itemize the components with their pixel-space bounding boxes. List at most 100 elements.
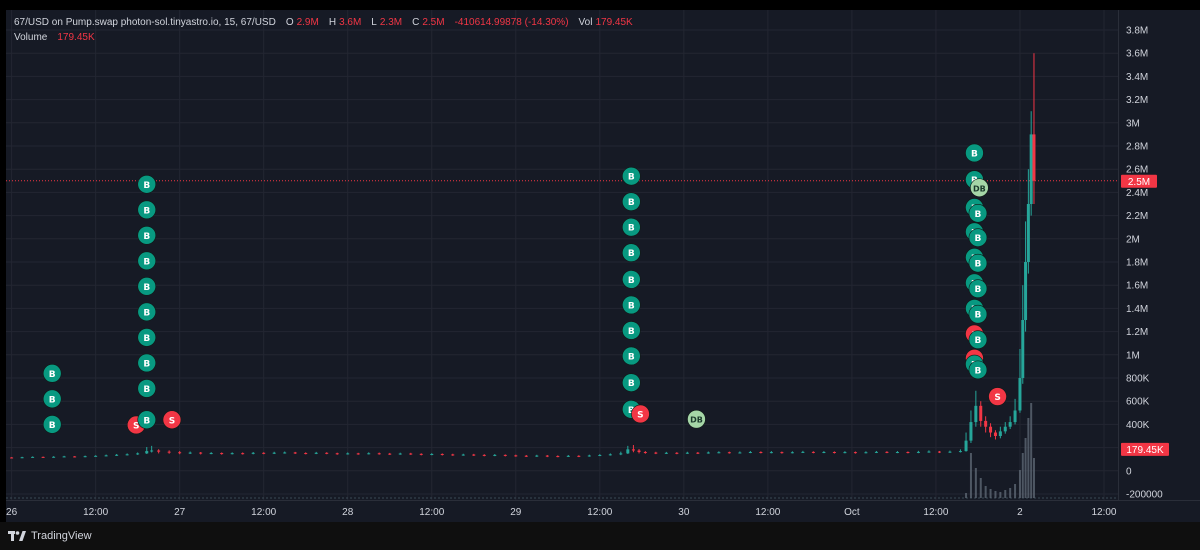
buy-marker[interactable]	[968, 253, 988, 273]
candle-body	[1032, 134, 1036, 181]
time-axis-label: Oct	[844, 507, 860, 518]
time-axis-label: 12:00	[923, 507, 948, 518]
volume-bar	[984, 486, 987, 498]
candle-body	[664, 452, 668, 454]
time-axis-label: 27	[174, 507, 186, 518]
price-axis-label: 3.4M	[1126, 72, 1148, 83]
buy-marker[interactable]	[968, 203, 988, 223]
candle-body	[62, 456, 66, 458]
price-axis-label: 0	[1126, 466, 1132, 477]
candle-body	[136, 453, 140, 455]
sell-marker[interactable]	[162, 410, 182, 430]
price-axis-label: 2.2M	[1126, 211, 1148, 222]
buy-marker[interactable]	[137, 251, 157, 271]
buy-marker[interactable]	[137, 277, 157, 296]
price-axis-label: 2.4M	[1126, 188, 1148, 199]
db-marker[interactable]	[970, 178, 989, 198]
buy-marker[interactable]	[137, 174, 157, 194]
buy-marker[interactable]	[622, 192, 641, 211]
candle-body	[493, 454, 497, 456]
candle-body	[472, 454, 476, 456]
time-axis-label: 12:00	[755, 507, 780, 518]
buy-marker[interactable]	[622, 243, 641, 263]
candle-body	[104, 455, 108, 457]
buy-marker-label: B	[975, 366, 982, 376]
buy-marker[interactable]	[622, 217, 641, 237]
candle-body	[367, 453, 371, 455]
buy-marker[interactable]	[622, 321, 641, 340]
buy-marker-label: B	[975, 234, 982, 244]
legend-symbol[interactable]: 67/USD on Pump.swap photon-sol.tinyastro…	[14, 17, 276, 28]
buy-marker[interactable]	[968, 304, 988, 324]
candle-body	[748, 452, 752, 454]
sell-marker[interactable]	[988, 387, 1007, 406]
candle-body	[822, 452, 826, 454]
volume-bar	[1030, 403, 1033, 498]
volume-bar	[1009, 488, 1012, 498]
candle-body	[916, 451, 920, 453]
time-axis-label: 12:00	[83, 507, 108, 518]
tradingview-logo[interactable]: TradingView	[8, 530, 92, 542]
candle-body	[906, 452, 910, 454]
price-axis-label: 3.2M	[1126, 95, 1148, 106]
legend-open-label: O	[285, 17, 294, 28]
buy-marker[interactable]	[622, 373, 641, 392]
buy-marker-label: B	[143, 257, 150, 267]
price-chart[interactable]: BBBSBBBBBBBBBBSBBBBBBBBBBSDBBBDBBBBBBBBB…	[6, 10, 1200, 522]
buy-marker[interactable]	[137, 328, 157, 347]
buy-marker[interactable]	[137, 200, 157, 220]
buy-marker[interactable]	[622, 346, 641, 366]
buy-marker[interactable]	[968, 360, 988, 380]
chart-panel[interactable]: BBBSBBBBBBBBBBSBBBBBBBBBBSDBBBDBBBBBBBBB…	[6, 10, 1200, 522]
buy-marker[interactable]	[968, 330, 988, 350]
candle-body	[220, 453, 224, 455]
candle-body	[964, 440, 968, 452]
price-axis-label: 400K	[1126, 420, 1150, 431]
candle-body	[631, 449, 635, 451]
buy-marker[interactable]	[137, 353, 157, 373]
volume-bar	[1004, 490, 1007, 498]
buy-marker[interactable]	[137, 379, 157, 398]
candle-body	[388, 453, 392, 455]
volume-value-badge[interactable]	[1121, 442, 1169, 456]
candle-body	[115, 454, 119, 456]
candle-body	[283, 452, 287, 454]
buy-marker-label: B	[143, 232, 150, 242]
candle-body	[199, 452, 203, 454]
buy-marker[interactable]	[968, 279, 988, 298]
buy-marker[interactable]	[42, 415, 62, 434]
current-price-badge[interactable]	[1121, 174, 1157, 188]
candle-body	[685, 452, 689, 454]
buy-marker[interactable]	[968, 228, 988, 247]
candle-body	[984, 420, 988, 427]
candle-body	[272, 452, 276, 454]
buy-marker[interactable]	[137, 410, 157, 430]
candle-body	[864, 452, 868, 454]
buy-marker-label: B	[628, 173, 635, 183]
buy-marker[interactable]	[137, 226, 157, 245]
buy-marker-label: B	[975, 260, 982, 270]
volume-value-badge-label: 179.45K	[1126, 445, 1164, 456]
db-marker[interactable]	[687, 409, 706, 429]
buy-marker-label: B	[628, 249, 635, 259]
candle-body	[993, 432, 997, 436]
buy-marker[interactable]	[622, 166, 641, 186]
buy-marker-label: B	[628, 352, 635, 362]
candle-body	[409, 453, 413, 455]
sell-marker[interactable]	[631, 404, 650, 424]
buy-marker[interactable]	[42, 389, 62, 409]
candle-body	[927, 451, 931, 453]
candle-body	[843, 452, 847, 454]
buy-marker-label: B	[628, 406, 635, 416]
candle-body	[811, 451, 815, 453]
volume-bar	[1014, 484, 1017, 498]
buy-marker[interactable]	[622, 295, 641, 315]
tradingview-brand: TradingView	[31, 530, 92, 542]
buy-marker[interactable]	[42, 364, 62, 383]
legend-volume-row: Volume 179.45K	[14, 30, 633, 45]
buy-marker[interactable]	[622, 270, 641, 289]
candle-body	[1003, 426, 1007, 432]
buy-marker[interactable]	[965, 143, 984, 163]
buy-marker[interactable]	[137, 302, 157, 322]
legend-volume-label[interactable]: Volume	[14, 32, 48, 43]
